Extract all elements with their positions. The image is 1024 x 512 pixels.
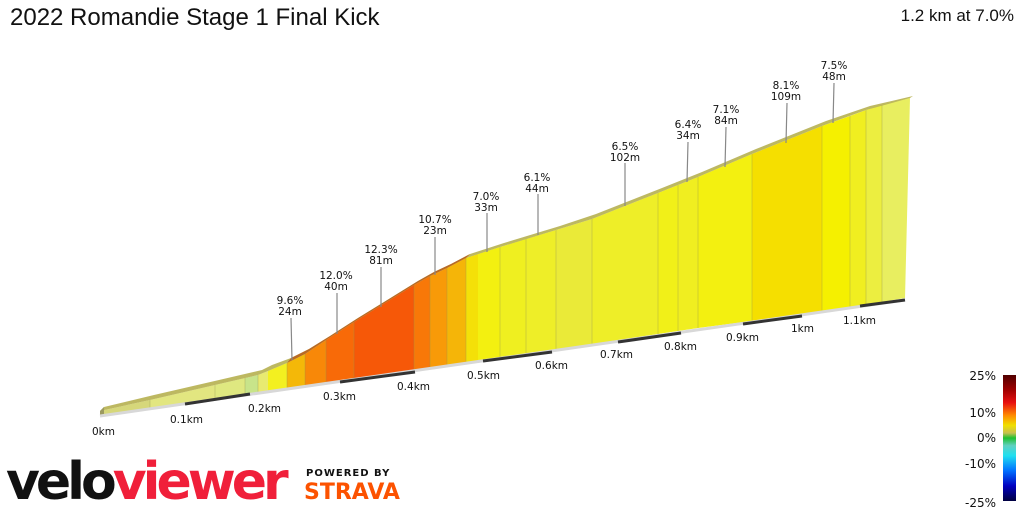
svg-text:7.1%: 7.1%	[713, 104, 740, 116]
annotation-7: 6.5%102m	[610, 141, 640, 164]
svg-text:34m: 34m	[676, 130, 700, 142]
gradient-color-scale: 25% 10% 0% -10% -25%	[965, 369, 1016, 510]
annotation-6: 6.1%44m	[524, 172, 551, 195]
climb-summary: 1.2 km at 7.0%	[900, 6, 1014, 25]
svg-text:6.4%: 6.4%	[675, 119, 702, 131]
svg-text:44m: 44m	[525, 183, 549, 195]
svg-text:12.3%: 12.3%	[364, 244, 397, 256]
annotation-1: 9.6%24m	[277, 295, 304, 318]
strava-logo: STRAVA	[304, 480, 400, 505]
annotation-9: 7.1%84m	[713, 104, 740, 127]
svg-text:12.0%: 12.0%	[319, 270, 352, 282]
tick-0.9km: 0.9km	[726, 332, 759, 344]
svg-text:48m: 48m	[822, 71, 846, 83]
tick-1km: 1km	[791, 323, 814, 335]
svg-text:81m: 81m	[369, 255, 393, 267]
gradient-segments	[100, 98, 910, 415]
tick-0.8km: 0.8km	[664, 341, 697, 353]
svg-text:102m: 102m	[610, 152, 640, 164]
svg-text:40m: 40m	[324, 281, 348, 293]
tick-0.2km: 0.2km	[248, 403, 281, 415]
profile-top-ridge	[100, 96, 913, 415]
chart-title: 2022 Romandie Stage 1 Final Kick	[10, 4, 380, 31]
segment-annotations: 9.6%24m 12.0%40m 12.3%81m 10.7%23m 7.0%3…	[277, 60, 848, 318]
svg-text:8.1%: 8.1%	[773, 80, 800, 92]
annotation-2: 12.0%40m	[319, 270, 352, 293]
annotation-4: 10.7%23m	[418, 214, 451, 237]
scale-label-25: 25%	[969, 369, 996, 383]
scale-label-minus25: -25%	[965, 496, 996, 510]
tick-0.1km: 0.1km	[170, 414, 203, 426]
svg-text:109m: 109m	[771, 91, 801, 103]
veloviewer-logo: veloviewer	[6, 452, 289, 512]
svg-text:6.1%: 6.1%	[524, 172, 551, 184]
tick-0.4km: 0.4km	[397, 381, 430, 393]
tick-0km: 0km	[92, 426, 115, 438]
tick-1.1km: 1.1km	[843, 315, 876, 327]
scale-label-minus10: -10%	[965, 457, 996, 471]
tick-0.7km: 0.7km	[600, 349, 633, 361]
annotation-8: 6.4%34m	[675, 119, 702, 142]
annotation-3: 12.3%81m	[364, 244, 397, 267]
svg-text:10.7%: 10.7%	[418, 214, 451, 226]
annotation-5: 7.0%33m	[473, 191, 500, 214]
svg-text:7.0%: 7.0%	[473, 191, 500, 203]
svg-text:23m: 23m	[423, 225, 447, 237]
annotation-11: 7.5%48m	[821, 60, 848, 83]
scale-label-0: 0%	[977, 431, 996, 445]
distance-axis	[99, 298, 906, 418]
svg-text:24m: 24m	[278, 306, 302, 318]
scale-label-10: 10%	[969, 406, 996, 420]
segment-dividers	[149, 105, 883, 408]
svg-text:7.5%: 7.5%	[821, 60, 848, 72]
svg-text:84m: 84m	[714, 115, 738, 127]
distance-tick-labels: 0km 0.1km 0.2km 0.3km 0.4km 0.5km 0.6km …	[92, 315, 876, 438]
annotation-leaders	[290, 82, 835, 361]
tick-0.3km: 0.3km	[323, 391, 356, 403]
svg-text:9.6%: 9.6%	[277, 295, 304, 307]
tick-0.6km: 0.6km	[535, 360, 568, 372]
powered-by-label: POWERED BY	[306, 468, 391, 479]
svg-text:6.5%: 6.5%	[612, 141, 639, 153]
annotation-10: 8.1%109m	[771, 80, 801, 103]
tick-0.5km: 0.5km	[467, 370, 500, 382]
svg-text:33m: 33m	[474, 202, 498, 214]
